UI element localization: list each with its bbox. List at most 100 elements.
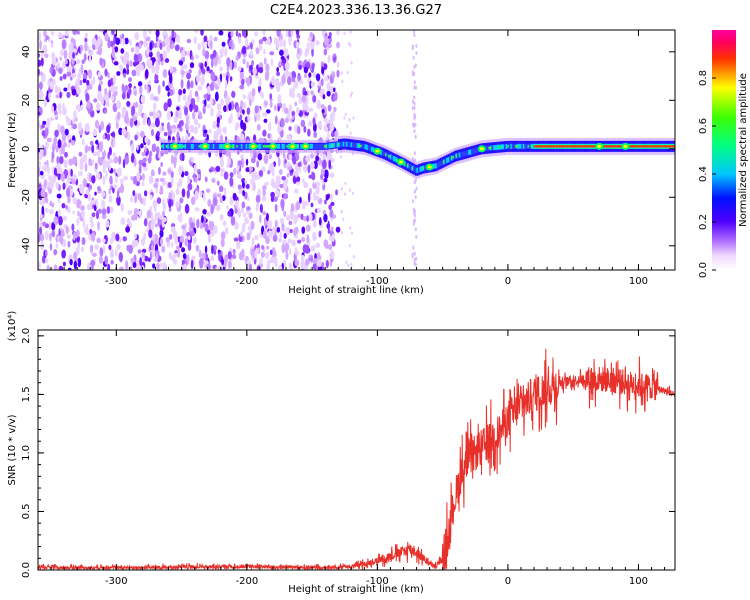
- spectrogram-noise-cell: [114, 90, 118, 96]
- spectrogram-ridge-peak: [516, 145, 519, 148]
- spectrogram-noise-cell: [245, 167, 251, 173]
- spectrogram-noise-cell: [69, 258, 73, 266]
- spectrogram-noise-cell: [51, 51, 56, 60]
- spectrogram-noise-cell: [273, 256, 278, 266]
- spectrogram-ridge-peak: [660, 145, 663, 148]
- spectrogram-noise-cell: [160, 161, 163, 167]
- spectrogram-noise-cell: [140, 143, 144, 149]
- spectrogram-ridge-core: [424, 165, 427, 171]
- spectrogram-noise-cell: [84, 32, 89, 38]
- spectrogram-noise-cell: [238, 188, 244, 195]
- spectrogram-noise-cell: [413, 85, 416, 90]
- spectrogram-noise-cell: [91, 159, 95, 164]
- spectrogram-noise-cell: [246, 259, 251, 265]
- spectrogram-noise-cell: [204, 176, 208, 183]
- spectrogram-noise-cell: [263, 118, 268, 123]
- spectrogram-noise-cell: [137, 192, 142, 201]
- spectrogram-noise-cell: [116, 111, 121, 120]
- spectrogram-noise-cell: [254, 105, 259, 114]
- spectrogram-noise-cell: [59, 91, 62, 99]
- spectrogram-noise-cell: [51, 229, 56, 238]
- spectrogram-noise-cell: [178, 120, 184, 126]
- spectrogram-noise-cell: [279, 38, 283, 48]
- spectrogram-noise-cell: [48, 91, 51, 101]
- spectrogram-noise-cell: [412, 70, 415, 75]
- spectrogram-noise-cell: [414, 227, 417, 232]
- snr-ticks: -300 -200 -100 0 100 0.0 0.5 1.0 1.5 2.0: [21, 328, 675, 587]
- spectrogram-noise-cell: [196, 218, 200, 229]
- spectrogram-ridge-core: [366, 144, 369, 150]
- spectrogram-noise-cell: [116, 167, 122, 178]
- spectrogram-noise-cell: [102, 238, 106, 243]
- spectrogram-noise-cell: [236, 239, 241, 250]
- spectrogram-noise-cell: [118, 127, 123, 136]
- spectrogram-noise-cell: [54, 129, 59, 138]
- spectrogram-noise-cell: [333, 106, 337, 113]
- spectrogram-noise-cell: [76, 199, 82, 206]
- spectrogram-noise-cell: [324, 75, 329, 82]
- spectrogram-noise-cell: [107, 79, 112, 88]
- spectrogram-noise-cell: [236, 112, 241, 118]
- spectrogram-noise-cell: [125, 226, 131, 233]
- spectrogram-noise-cell: [323, 239, 329, 248]
- spectrogram-noise-cell: [150, 128, 155, 137]
- spectrogram-noise-cell: [208, 129, 212, 134]
- spectrogram-ridge-peak: [338, 143, 341, 146]
- spectrogram-noise-cell: [325, 120, 328, 131]
- spectrogram-ridge-peak: [442, 160, 446, 164]
- spectrogram-noise-cell: [120, 48, 125, 54]
- spectrogram-ridge-peak: [220, 145, 223, 148]
- spectrogram-noise-cell: [330, 250, 335, 260]
- colorbar: 0.0 0.2 0.4 0.6 0.8 Normalized spectral ampl…: [698, 30, 749, 278]
- spectrogram-ridge-core: [218, 143, 222, 149]
- spectrogram-noise-cell: [242, 181, 245, 189]
- spectrogram-noise-cell: [412, 122, 415, 127]
- spectrogram-noise-cell: [246, 77, 251, 87]
- spectrogram-ridge-core: [280, 143, 283, 149]
- spectrogram-noise-cell: [165, 236, 170, 243]
- spectrogram-ridge-blob-core: [597, 144, 602, 148]
- spectrogram-noise-cell: [91, 144, 95, 154]
- spectrogram-noise-cell: [303, 215, 307, 222]
- spectrogram-noise-cell: [121, 92, 126, 100]
- spectrogram-noise-cell: [81, 237, 86, 246]
- spectrogram-noise-cell: [58, 67, 63, 75]
- spectrogram-noise-cell: [266, 262, 270, 270]
- spectrogram-noise-cell: [415, 256, 418, 261]
- spectrogram-noise-cell: [331, 71, 336, 79]
- spectrogram-noise-cell: [276, 71, 281, 76]
- spectrogram-ridge-core: [416, 167, 419, 173]
- spectrogram-noise-cell: [152, 109, 156, 120]
- spectrogram-noise-cell: [156, 262, 160, 270]
- spectrogram-noise-cell: [89, 50, 94, 56]
- spectrogram-noise-cell: [151, 169, 155, 177]
- spectrogram-noise-cell: [306, 104, 309, 113]
- spectrogram-noise-cell: [242, 189, 246, 197]
- spectrogram-noise-cell: [39, 213, 43, 218]
- spectrogram-ridge-peak: [507, 145, 510, 148]
- spectrogram-noise-cell: [167, 181, 172, 189]
- spectrogram-ridge-peak: [618, 145, 621, 148]
- spectrogram-noise-cell: [41, 205, 45, 216]
- spectrogram-noise-cell: [151, 244, 154, 251]
- spectrogram-ridge-blob-core: [290, 144, 295, 148]
- spectrogram-noise-cell: [224, 126, 227, 135]
- spectrogram-ridge-peak: [331, 144, 334, 147]
- spectrogram-xtick-label: -100: [366, 276, 389, 287]
- spectrogram-noise-cell: [325, 194, 329, 201]
- spectrogram-noise-cell: [77, 46, 81, 53]
- spectrogram-ridge-core: [458, 152, 461, 158]
- spectrogram-ridge-blob-core: [427, 165, 432, 169]
- spectrogram-noise-cell: [272, 234, 278, 242]
- spectrogram-noise-cell: [162, 198, 165, 207]
- spectrogram-noise-cell: [67, 240, 71, 248]
- spectrogram-noise-cell: [186, 51, 190, 56]
- spectrogram-noise-cell: [81, 157, 87, 164]
- spectrogram-noise-cell: [269, 249, 273, 256]
- spectrogram-ytick-label: -20: [21, 189, 32, 205]
- spectrogram-noise-cell: [216, 77, 221, 88]
- spectrogram-noise-cell: [303, 181, 309, 189]
- spectrogram-noise-cell: [58, 215, 63, 226]
- spectrogram-noise-cell: [318, 230, 322, 238]
- spectrogram-noise-cell: [77, 257, 82, 268]
